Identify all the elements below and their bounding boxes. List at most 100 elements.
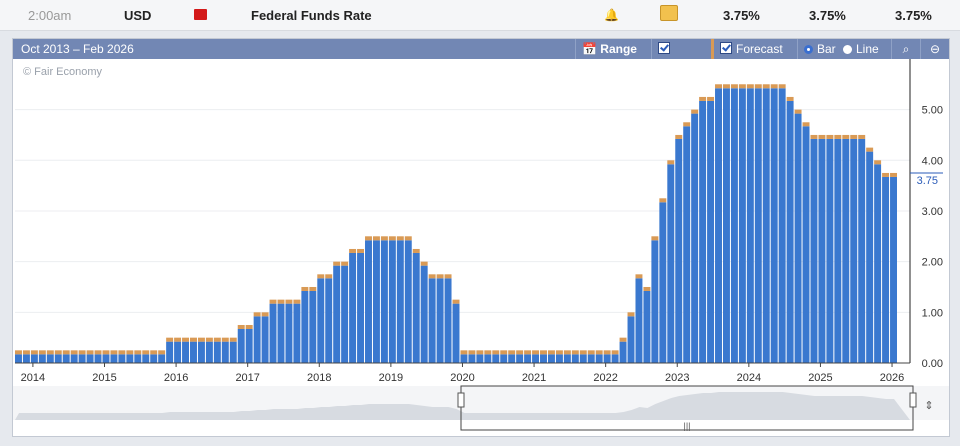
line-radio[interactable] — [843, 45, 852, 54]
bar-actual — [341, 265, 349, 363]
bar-forecast-cap — [94, 350, 102, 355]
bar-forecast-cap — [293, 299, 301, 304]
bar-forecast-cap — [746, 84, 754, 89]
x-tick-label: 2025 — [808, 372, 832, 384]
actual-value: 3.75% — [723, 8, 760, 23]
bar-actual — [404, 240, 412, 363]
bar-forecast-cap — [611, 350, 619, 355]
forecast-value: 3.75% — [809, 8, 846, 23]
bar-forecast-cap — [261, 312, 269, 317]
bar-actual — [412, 252, 420, 363]
bar-actual — [365, 240, 372, 363]
line-option[interactable]: Line — [843, 39, 891, 59]
bar-actual — [309, 290, 317, 363]
bar-actual — [532, 354, 540, 363]
bar-actual — [428, 278, 436, 363]
bar-forecast-cap — [365, 236, 372, 241]
bar-actual — [277, 303, 285, 363]
bar-actual — [190, 341, 197, 363]
bar-actual — [754, 88, 762, 364]
bar-actual — [380, 240, 388, 363]
bar-forecast-cap — [722, 84, 730, 89]
bar-actual — [547, 354, 555, 363]
bar-actual — [555, 354, 563, 363]
bar-actual — [595, 354, 603, 363]
bar-actual — [866, 151, 874, 363]
event-currency: USD — [124, 8, 152, 23]
bar-forecast-cap — [182, 337, 190, 342]
bar-forecast-cap — [619, 337, 627, 342]
bar-actual — [770, 88, 778, 364]
event-time: 2:00am — [28, 8, 72, 23]
bar-forecast-cap — [253, 312, 261, 317]
bar-actual — [349, 252, 357, 363]
bar-actual — [516, 354, 524, 363]
bar-actual — [643, 290, 651, 363]
detail-folder-icon[interactable] — [660, 5, 678, 21]
bar-forecast-cap — [460, 350, 468, 355]
zoom-out-icon[interactable]: ⊖ — [920, 39, 949, 59]
bar-radio[interactable] — [804, 45, 813, 54]
forecast-toggle[interactable]: Forecast — [711, 39, 797, 59]
bar-actual — [245, 328, 253, 363]
bar-actual — [269, 303, 277, 363]
bar-forecast-cap — [420, 261, 428, 266]
bar-actual — [197, 341, 205, 363]
navigator-right-handle — [909, 392, 917, 408]
bar-forecast-cap — [532, 350, 540, 355]
bar-forecast-cap — [150, 350, 158, 355]
bar-actual — [150, 354, 158, 363]
bar-actual — [86, 354, 94, 363]
bar-forecast-cap — [738, 84, 746, 89]
bar-actual — [126, 354, 134, 363]
bar-forecast-cap — [190, 337, 197, 342]
chart-svg: 0.00 1.00 2.00 3.00 4.00 5.00 3.75 2014 2015 2016… — [13, 59, 949, 431]
bar-actual — [253, 316, 261, 363]
actual-toggle[interactable]: Actual — [651, 39, 711, 76]
bar-actual — [54, 354, 62, 363]
bar-option[interactable]: Bar — [797, 39, 843, 59]
bar-forecast-cap — [333, 261, 341, 266]
bar-forecast-cap — [396, 236, 404, 241]
chart-panel: Oct 2013 – Feb 2026 📅 Range Actual Forec… — [12, 38, 950, 437]
bar-forecast-cap — [349, 248, 357, 253]
bar-forecast-cap — [54, 350, 62, 355]
bar-actual — [579, 354, 587, 363]
bar-actual — [715, 88, 722, 364]
bar-forecast-cap — [174, 337, 182, 342]
bar-forecast-cap — [882, 172, 890, 177]
bar-forecast-cap — [285, 299, 293, 304]
x-tick-label: 2014 — [21, 372, 45, 384]
x-tick-label: 2015 — [92, 372, 116, 384]
bar-actual — [205, 341, 213, 363]
bar-actual — [110, 354, 118, 363]
bar-actual — [738, 88, 746, 364]
bar-forecast-cap — [699, 96, 707, 101]
bar-forecast-cap — [158, 350, 166, 355]
actual-checkbox[interactable] — [658, 42, 670, 54]
bar-forecast-cap — [595, 350, 603, 355]
x-tick-label: 2026 — [880, 372, 904, 384]
event-name[interactable]: Federal Funds Rate — [251, 8, 372, 23]
bar-forecast-cap — [651, 236, 659, 241]
bar-actual — [500, 354, 508, 363]
forecast-checkbox[interactable] — [720, 42, 732, 54]
event-row[interactable]: 2:00am USD Federal Funds Rate 🔔 3.75% 3.… — [0, 0, 960, 31]
navigator-area — [15, 392, 910, 420]
red-folder-icon — [194, 9, 207, 20]
bar-actual — [38, 354, 46, 363]
bar-forecast-cap — [428, 274, 436, 279]
x-tick-label: 2018 — [307, 372, 331, 384]
bar-forecast-cap — [372, 236, 380, 241]
bar-actual — [842, 138, 850, 363]
bar-actual — [237, 328, 245, 363]
bar-actual — [261, 316, 269, 363]
navigator-scroll-grip: ||| — [683, 421, 690, 431]
bell-icon[interactable]: 🔔 — [604, 8, 619, 22]
zoom-in-icon[interactable]: ⌕ — [891, 39, 920, 59]
bar-forecast-cap — [388, 236, 396, 241]
bar-forecast-cap — [213, 337, 221, 342]
bar-forecast-cap — [30, 350, 38, 355]
range-button[interactable]: 📅 Range — [575, 39, 651, 59]
bar-actual — [746, 88, 754, 364]
